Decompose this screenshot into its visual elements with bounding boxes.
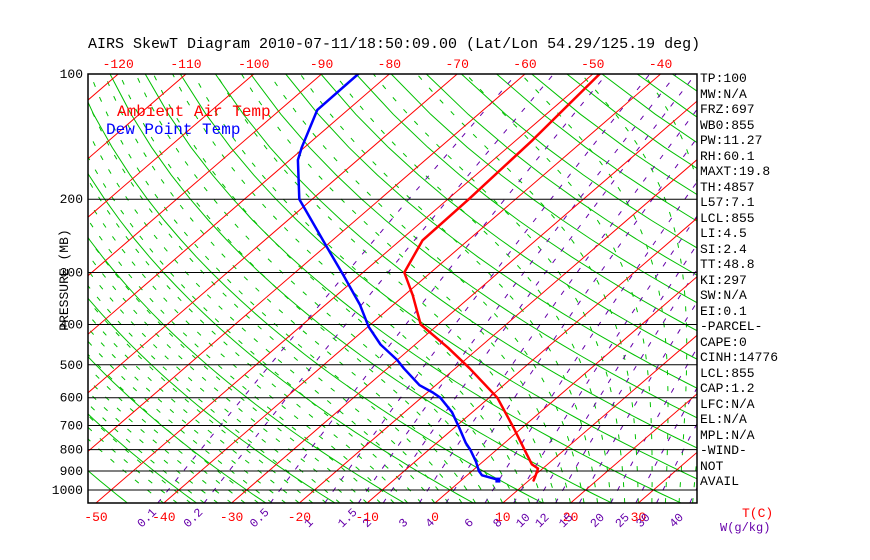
y-axis-label: PRESSURE (MB) [57,229,72,330]
stats-line: MAXT:19.8 [700,164,771,179]
stats-line: LCL:855 [700,210,755,226]
top-temp-label: -50 [581,57,604,72]
bottom-temp-label: 0 [431,510,439,525]
bottom-temp-label: -10 [355,510,378,525]
mixing-ratio-label: 0.5 [247,506,272,531]
bottom-temp-label: -50 [84,510,107,525]
mixing-ratio-axis-label: W(g/kg) [720,521,770,535]
stats-line: NOT [700,458,724,474]
pressure-gridlines [88,74,697,491]
stats-line: TP:100 [700,71,747,86]
stats-line: TT:48.8 [700,257,755,272]
pressure-tick-label: 700 [60,419,83,434]
top-temp-label: -70 [445,57,468,72]
bottom-temp-label: 20 [563,510,579,525]
stats-line: LI:4.5 [700,226,747,241]
pressure-tick-label: 1000 [52,483,83,498]
pressure-tick-label: 800 [60,443,83,458]
mixing-ratio-label: 40 [667,511,687,531]
stats-panel: TP:100 MW:N/A FRZ:697 WB0:855 PW:11.27 RH:60.… [700,71,868,490]
stats-line: RH:60.1 [700,148,755,164]
isotherms [88,74,697,503]
stats-line: -WIND- [700,443,747,458]
x-axis-label: T(C) [742,506,773,521]
pressure-tick-label: 400 [60,317,83,332]
top-temp-label: -100 [238,57,269,72]
stats-line: TH:4857 [700,179,755,195]
stats-line: CINH:14776 [700,350,779,365]
pressure-tick-label: 600 [60,391,83,406]
top-temp-label: -60 [513,57,536,72]
top-temp-label: -110 [170,57,201,72]
stats-line: KI:297 [700,272,747,288]
plot-border [87,73,698,504]
mixing-ratio-label: 10 [513,511,533,531]
legend-dew-point-temp: Dew Point Temp [106,121,241,139]
bottom-temp-label: 10 [495,510,511,525]
stats-line: -PARCEL- [700,319,763,334]
stats-line: SI:2.4 [700,241,747,257]
pressure-tick-labels: 100 200 300 400 500 600 700 800 900 1000 [52,67,83,498]
chart-title: AIRS SkewT Diagram 2010-07-11/18:50:09.0… [88,36,701,53]
stats-line: SW:N/A [700,288,747,303]
pressure-tick-label: 300 [60,265,83,280]
stats-line: AVAIL [700,474,740,489]
mixing-ratio-label: 3 [396,516,411,531]
mixing-ratio-label: 6 [462,516,477,531]
stats-line: MW:N/A [700,86,747,102]
dewpoint-end-marker [495,477,501,483]
top-temp-label: -120 [103,57,134,72]
stats-line: WB0:855 [700,117,755,133]
stats-line: CAP:1.2 [700,381,755,396]
stats-line: PW:11.27 [700,133,763,148]
bottom-temp-label: -30 [220,510,243,525]
pressure-tick-label: 900 [60,464,83,479]
top-temp-label: -80 [378,57,401,72]
moist-adiabats [88,74,697,503]
bottom-temp-label: -20 [288,510,311,525]
plot-area [88,74,697,503]
stats-line: LFC:N/A [700,396,755,412]
legend-ambient-air-temp: Ambient Air Temp [117,103,271,121]
mixing-ratio-label: 0.2 [181,506,206,531]
stats-line: FRZ:697 [700,102,755,117]
stats-line: EI:0.1 [700,303,747,319]
stats-line: LCL:855 [700,365,755,381]
pressure-tick-label: 200 [60,192,83,207]
dewpoint-curve [296,74,499,481]
top-temp-label: -40 [649,57,672,72]
mixing-ratio-label: 20 [588,511,608,531]
top-temperature-labels: -120 -110 -100 -90 -80 -70 -60 -50 -40 [103,57,673,72]
stats-line: L57:7.1 [700,195,755,210]
ambient-temp-curve [403,74,601,482]
mixing-ratio-label: 12 [532,511,552,531]
pressure-tick-label: 100 [60,67,83,82]
bottom-temperature-labels: -50 -40 -30 -20 -10 0 10 20 30 [84,510,646,525]
stats-line: CAPE:0 [700,334,747,350]
stats-line: EL:N/A [700,412,747,427]
bottom-temp-label: 30 [631,510,647,525]
pressure-tick-label: 500 [60,358,83,373]
bottom-temp-label: -40 [152,510,175,525]
top-temp-label: -90 [310,57,333,72]
stats-line: MPL:N/A [700,427,755,443]
